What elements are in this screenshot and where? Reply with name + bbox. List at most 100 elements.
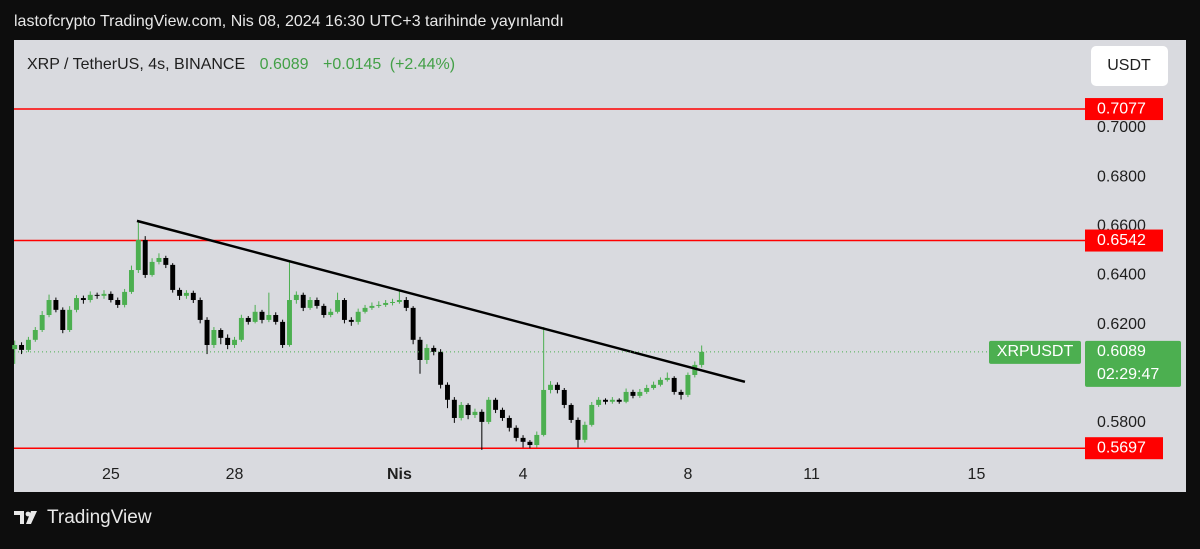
candle-body <box>369 305 375 308</box>
candle-body <box>623 391 629 402</box>
candle-body <box>60 309 66 330</box>
candle-body <box>129 270 134 292</box>
candle-body <box>335 300 341 312</box>
candle-body <box>438 351 444 385</box>
logo <box>14 511 37 524</box>
currency-button[interactable] <box>1091 46 1168 86</box>
candle-body <box>321 305 327 316</box>
chart-panel <box>14 40 1186 492</box>
level-label: 0.6542 <box>1097 232 1146 249</box>
candle-body <box>87 294 93 301</box>
candle-body <box>671 377 677 392</box>
candle-body <box>101 293 107 296</box>
candle-body <box>568 404 574 420</box>
candle-body <box>287 300 292 345</box>
candle-body <box>493 399 499 410</box>
last-price: 0.6089 <box>260 56 309 73</box>
candle-body <box>307 300 313 308</box>
candle-body <box>142 240 148 275</box>
candle-body <box>548 384 554 390</box>
candle-body <box>520 437 526 442</box>
level-tag <box>1085 98 1163 121</box>
candle-body <box>328 311 334 316</box>
candle-body <box>12 344 18 350</box>
candle-body <box>314 300 320 306</box>
candle-body <box>451 399 457 418</box>
candle-body <box>74 298 79 310</box>
candle-body <box>603 399 608 402</box>
level-label: 0.7077 <box>1097 100 1146 117</box>
candle-body <box>609 399 615 402</box>
candle-body <box>396 300 402 302</box>
candle-body <box>554 384 560 390</box>
chart-header: XRP / TetherUS, 4s, BINANCE 0.6089 +0.01… <box>27 56 455 73</box>
candle-body <box>499 409 505 418</box>
candle-body <box>513 427 519 438</box>
candle-body <box>225 337 231 345</box>
candle-body <box>445 384 450 400</box>
candle-body <box>390 301 395 303</box>
candle-body <box>678 391 684 395</box>
candle-body <box>115 300 121 305</box>
candle-body <box>280 321 286 345</box>
candle-body <box>479 411 485 422</box>
candle-body <box>170 264 176 290</box>
candle-body <box>616 399 622 402</box>
candle-body <box>197 300 203 320</box>
candle-body <box>362 307 368 312</box>
candle-body <box>465 404 471 416</box>
candle-body <box>630 391 636 396</box>
candle-body <box>506 417 512 428</box>
logo-dot <box>25 511 31 517</box>
candle-body <box>637 391 643 396</box>
candle-body <box>135 240 141 271</box>
candle-body <box>383 302 389 305</box>
candle-body <box>19 344 25 350</box>
currency-label[interactable]: USDT <box>1107 57 1151 74</box>
candle-body <box>25 339 31 350</box>
logo-mark <box>14 511 24 524</box>
candle-body <box>259 311 265 320</box>
y-tick-label: 0.7000 <box>1097 119 1146 136</box>
price-change: +0.0145 <box>323 56 381 73</box>
candle-body <box>458 404 464 418</box>
price-tag <box>1085 340 1181 387</box>
candle-body <box>80 298 86 301</box>
candle-body <box>644 387 650 392</box>
y-tick-label: 0.6800 <box>1097 168 1146 185</box>
y-tick-label: 0.6400 <box>1097 267 1146 284</box>
trendline <box>136 219 746 384</box>
x-tick-label: 25 <box>102 466 120 483</box>
candle-body <box>651 384 657 388</box>
candle-body <box>252 311 258 322</box>
candle-body <box>190 292 196 301</box>
candle-body <box>293 294 299 301</box>
candle-body <box>664 377 670 380</box>
candle-body <box>300 294 306 308</box>
candle-body <box>417 339 423 360</box>
level-label: 0.5697 <box>1097 439 1146 456</box>
candle-body <box>156 257 162 262</box>
candle-body <box>245 317 251 322</box>
publish-info: lastofcrypto TradingView.com, Nis 08, 20… <box>14 13 564 30</box>
x-tick-label: 11 <box>803 466 820 483</box>
x-tick-label: 15 <box>968 466 986 483</box>
logo-mark <box>26 511 37 524</box>
y-tick-label: 0.6200 <box>1097 316 1146 333</box>
candle-body <box>582 424 588 440</box>
level-tag <box>1085 229 1163 252</box>
candle-body <box>204 319 210 345</box>
price-label: 0.6089 <box>1097 343 1146 360</box>
candle-body <box>431 347 437 352</box>
candle-body <box>527 441 533 446</box>
candle-body <box>692 364 698 375</box>
candle-body <box>589 404 595 425</box>
candle-body <box>561 389 567 405</box>
symbol-label: XRPUSDT <box>997 343 1074 360</box>
candle-body <box>685 374 691 395</box>
candle-body <box>348 319 354 322</box>
y-tick-label: 0.5800 <box>1097 414 1146 431</box>
candle-body <box>541 389 547 435</box>
